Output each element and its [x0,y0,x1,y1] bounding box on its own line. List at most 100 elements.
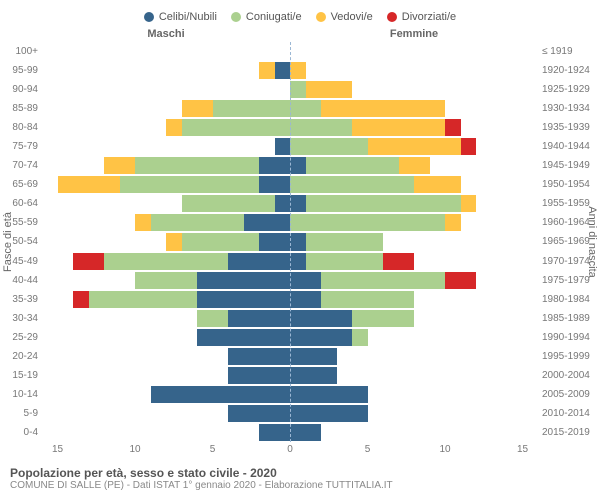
bar-segment-con [120,175,260,194]
bar-segment-cel [259,175,290,194]
legend-item: Celibi/Nubili [144,11,217,23]
female-half [290,385,538,404]
chart-title: Popolazione per età, sesso e stato civil… [10,466,590,480]
male-half [42,137,290,156]
female-half [290,328,538,347]
age-label: 15-19 [0,366,42,385]
male-half [42,290,290,309]
x-tick-label: 5 [210,444,216,455]
bar-segment-cel [228,252,290,271]
bar-segment-cel [290,309,352,328]
bar-segment-cel [197,271,290,290]
bar-segment-con [290,80,306,99]
bar-segment-con [197,309,228,328]
female-half [290,423,538,442]
birth-year-label: 1995-1999 [538,347,600,366]
bar-segment-cel [290,366,337,385]
female-half [290,271,538,290]
bar-segment-con [182,232,260,251]
bar-segment-div [383,252,414,271]
age-label: 0-4 [0,423,42,442]
age-label: 75-79 [0,137,42,156]
bar-segment-cel [228,404,290,423]
bar-segment-cel [151,385,291,404]
bar-segment-con [135,156,259,175]
male-half [42,232,290,251]
bar-segment-con [306,194,461,213]
age-label: 60-64 [0,194,42,213]
male-half [42,213,290,232]
female-half [290,232,538,251]
age-label: 100+ [0,42,42,61]
birth-year-label: 1925-1929 [538,80,600,99]
female-half [290,61,538,80]
plot-area: Fasce di età Anni di nascita 100+95-9990… [0,42,600,442]
bar-segment-ved [166,232,182,251]
bar-segment-con [290,175,414,194]
age-label: 30-34 [0,309,42,328]
bar-segment-ved [135,213,151,232]
bar-segment-con [290,213,445,232]
age-label: 90-94 [0,80,42,99]
bar-segment-ved [461,194,477,213]
birth-year-label: 1950-1954 [538,175,600,194]
birth-year-label: 2000-2004 [538,366,600,385]
chart-footer: Popolazione per età, sesso e stato civil… [0,460,600,491]
birth-year-label: 1940-1944 [538,137,600,156]
bar-segment-cel [275,137,291,156]
male-half [42,252,290,271]
male-half [42,423,290,442]
bar-segment-con [306,252,384,271]
bar-segment-con [104,252,228,271]
bar-segment-con [213,99,291,118]
column-headers: Maschi Femmine [0,26,600,42]
bar-segment-con [290,137,368,156]
birth-year-label: 1980-1984 [538,290,600,309]
bar-segment-cel [290,290,321,309]
age-label: 65-69 [0,175,42,194]
female-half [290,99,538,118]
bar-segment-cel [290,385,368,404]
female-half [290,252,538,271]
bar-segment-cel [275,194,291,213]
male-half [42,61,290,80]
legend-swatch [387,12,397,22]
male-half [42,194,290,213]
bar-segment-cel [275,61,291,80]
age-label: 80-84 [0,118,42,137]
male-half [42,385,290,404]
bar-segment-cel [197,290,290,309]
bar-segment-cel [290,252,306,271]
chart-subtitle: COMUNE DI SALLE (PE) - Dati ISTAT 1° gen… [10,480,590,491]
legend-item: Coniugati/e [231,11,302,23]
male-half [42,404,290,423]
birth-year-label: 2005-2009 [538,385,600,404]
bar-segment-con [306,156,399,175]
legend-label: Celibi/Nubili [159,11,217,23]
bar-segment-ved [352,118,445,137]
birth-year-label: ≤ 1919 [538,42,600,61]
age-label: 85-89 [0,99,42,118]
age-label: 10-14 [0,385,42,404]
female-half [290,137,538,156]
bar-segment-cel [290,156,306,175]
male-half [42,309,290,328]
age-label: 5-9 [0,404,42,423]
bar-segment-ved [321,99,445,118]
female-half [290,347,538,366]
female-half [290,404,538,423]
female-half [290,175,538,194]
male-half [42,80,290,99]
birth-year-label: 1930-1934 [538,99,600,118]
bar-segment-ved [182,99,213,118]
female-header: Femmine [290,28,538,40]
birth-year-label: 1945-1949 [538,156,600,175]
legend-swatch [231,12,241,22]
bar-segment-cel [259,423,290,442]
bar-segment-con [352,309,414,328]
bar-segment-div [73,290,89,309]
birth-year-label: 2010-2014 [538,404,600,423]
legend-swatch [316,12,326,22]
x-tick-label: 5 [365,444,371,455]
legend: Celibi/NubiliConiugati/eVedovi/eDivorzia… [0,8,600,26]
